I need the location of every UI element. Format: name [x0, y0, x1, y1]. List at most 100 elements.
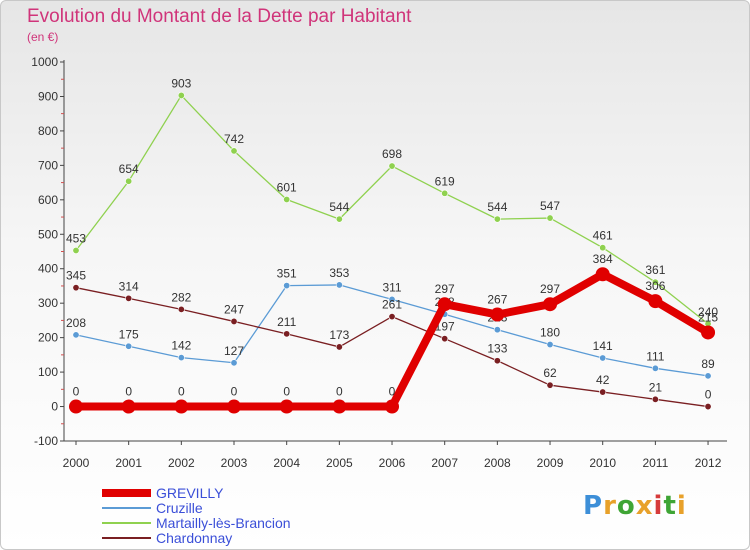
logo-letter: i	[653, 491, 664, 521]
data-point	[385, 399, 400, 414]
data-point	[177, 91, 185, 99]
data-label: 21	[649, 380, 663, 394]
data-label: 544	[329, 200, 349, 214]
proxiti-logo: Proxiti	[583, 491, 687, 521]
data-label: 0	[336, 385, 343, 399]
data-point	[174, 399, 189, 414]
data-point	[651, 278, 659, 286]
data-point	[493, 215, 501, 223]
y-tick-label: 100	[38, 365, 58, 379]
data-label: 311	[382, 280, 401, 294]
data-point	[230, 359, 238, 367]
data-label: 306	[645, 279, 665, 293]
data-point	[599, 244, 607, 252]
logo-letter: r	[603, 491, 617, 521]
data-label: 62	[543, 366, 557, 380]
data-label: 0	[231, 385, 238, 399]
data-label: 544	[487, 200, 507, 214]
data-label: 601	[277, 180, 297, 194]
x-tick-label: 2000	[63, 456, 90, 470]
data-label: 42	[596, 373, 610, 387]
data-point	[493, 326, 501, 334]
data-label: 619	[435, 174, 455, 188]
logo-letter: i	[676, 491, 687, 521]
data-label: 453	[66, 231, 86, 245]
data-point	[437, 297, 452, 312]
data-point	[279, 399, 294, 414]
data-label: 175	[119, 327, 139, 341]
x-tick-label: 2004	[273, 456, 300, 470]
x-tick-label: 2002	[168, 456, 195, 470]
data-label: 127	[224, 344, 244, 358]
data-label: 141	[593, 339, 613, 353]
x-tick-label: 2001	[115, 456, 142, 470]
data-point	[599, 388, 607, 396]
data-label: 351	[277, 267, 297, 281]
data-point	[332, 399, 347, 414]
data-point	[701, 325, 716, 340]
x-tick-label: 2008	[484, 456, 511, 470]
data-label: 173	[329, 328, 349, 342]
y-tick-label: 500	[38, 227, 58, 241]
data-label: 267	[487, 293, 507, 307]
data-label: 180	[540, 326, 560, 340]
data-point	[493, 357, 501, 365]
data-label: 247	[224, 302, 244, 316]
data-label: 361	[645, 263, 665, 277]
y-tick-label: 1000	[31, 55, 58, 69]
data-label: 353	[329, 266, 349, 280]
logo-letter: x	[635, 491, 654, 521]
data-point	[599, 354, 607, 362]
data-label: 282	[171, 290, 191, 304]
data-label: 345	[66, 269, 86, 283]
data-point	[230, 147, 238, 155]
data-label: 208	[66, 316, 86, 330]
data-label: 133	[487, 342, 507, 356]
data-point	[543, 297, 558, 312]
data-point	[283, 195, 291, 203]
data-label: 297	[435, 282, 455, 296]
chart-subtitle: (en €)	[27, 30, 59, 44]
data-point	[125, 342, 133, 350]
legend-label: Cruzille	[156, 500, 203, 516]
data-point	[72, 331, 80, 339]
data-point	[72, 284, 80, 292]
data-point	[648, 294, 663, 309]
x-tick-label: 2003	[221, 456, 248, 470]
data-point	[388, 162, 396, 170]
legend-label: Chardonnay	[156, 530, 232, 546]
x-tick-label: 2005	[326, 456, 353, 470]
data-label: 215	[698, 310, 718, 324]
data-point	[546, 341, 554, 349]
x-tick-label: 2010	[589, 456, 616, 470]
y-tick-label: 600	[38, 193, 58, 207]
data-point	[388, 313, 396, 321]
data-point	[121, 399, 136, 414]
data-point	[651, 395, 659, 403]
logo-letter: o	[616, 491, 636, 521]
data-point	[227, 399, 242, 414]
logo-letter: P	[583, 491, 604, 521]
data-point	[388, 295, 396, 303]
data-point	[177, 354, 185, 362]
data-label: 698	[382, 147, 402, 161]
legend-label: GREVILLY	[156, 485, 224, 501]
data-label: 384	[593, 252, 613, 266]
legend-label: Martailly-lès-Brancion	[156, 515, 291, 531]
y-tick-label: 800	[38, 124, 58, 138]
data-label: 0	[125, 385, 132, 399]
y-tick-label: 400	[38, 262, 58, 276]
data-label: 461	[593, 229, 613, 243]
data-point	[704, 372, 712, 380]
data-label: 654	[119, 162, 139, 176]
data-label: 742	[224, 132, 244, 146]
data-point	[704, 403, 712, 411]
y-tick-label: 0	[51, 400, 58, 414]
chart-title: Evolution du Montant de la Dette par Hab…	[27, 6, 412, 27]
data-point	[335, 343, 343, 351]
y-tick-label: -100	[34, 434, 58, 448]
data-point	[230, 317, 238, 325]
data-point	[125, 294, 133, 302]
data-point	[72, 246, 80, 254]
